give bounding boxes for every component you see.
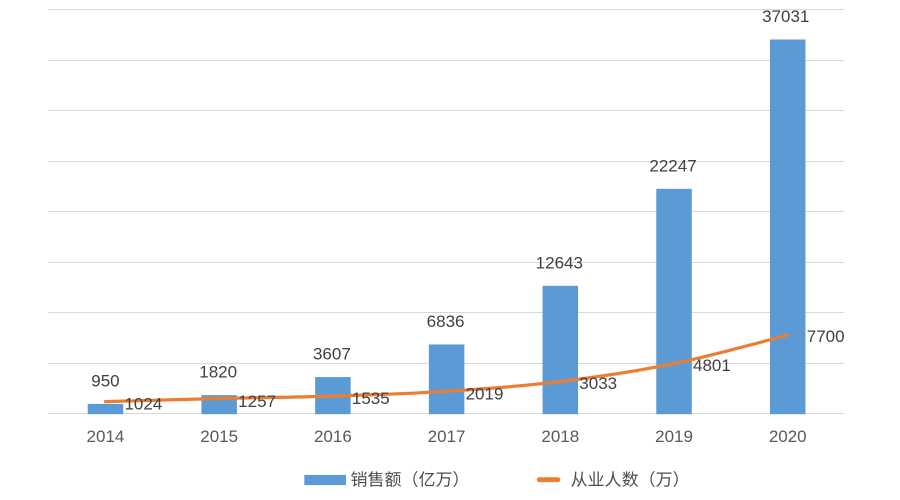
svg-text:22247: 22247 bbox=[649, 156, 696, 175]
svg-text:2019: 2019 bbox=[466, 384, 504, 403]
svg-text:950: 950 bbox=[91, 371, 119, 390]
svg-text:6836: 6836 bbox=[427, 312, 465, 331]
svg-text:2017: 2017 bbox=[428, 427, 466, 446]
svg-text:1257: 1257 bbox=[238, 392, 276, 411]
svg-text:3607: 3607 bbox=[313, 345, 351, 364]
svg-text:7700: 7700 bbox=[807, 327, 845, 346]
svg-text:2020: 2020 bbox=[769, 427, 807, 446]
svg-text:2019: 2019 bbox=[655, 427, 693, 446]
svg-text:2016: 2016 bbox=[314, 427, 352, 446]
svg-text:12643: 12643 bbox=[536, 253, 583, 272]
svg-text:3033: 3033 bbox=[579, 374, 617, 393]
svg-text:2015: 2015 bbox=[200, 427, 238, 446]
svg-text:2018: 2018 bbox=[541, 427, 579, 446]
svg-text:1820: 1820 bbox=[199, 363, 237, 382]
svg-text:37031: 37031 bbox=[762, 7, 809, 26]
svg-text:2014: 2014 bbox=[87, 427, 125, 446]
svg-text:4801: 4801 bbox=[693, 356, 731, 375]
svg-text:1535: 1535 bbox=[352, 389, 390, 408]
svg-text:1024: 1024 bbox=[124, 394, 162, 413]
